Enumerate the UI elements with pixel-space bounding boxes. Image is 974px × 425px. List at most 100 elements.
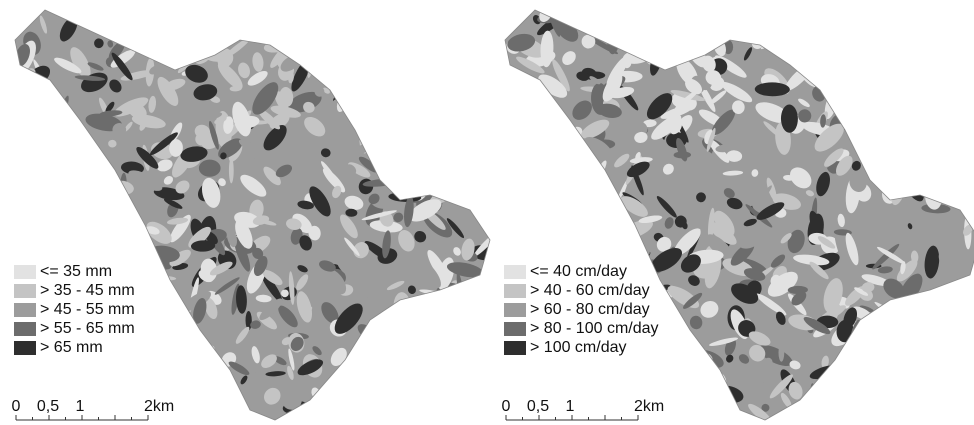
raster-patch <box>955 68 967 102</box>
raster-patch <box>813 22 845 59</box>
legend-label: > 55 - 65 mm <box>40 320 135 337</box>
raster-patch <box>396 157 405 179</box>
raster-patch <box>423 371 445 395</box>
raster-patch <box>945 328 974 352</box>
raster-patch <box>954 18 974 37</box>
raster-patch <box>963 291 974 314</box>
raster-patch <box>533 119 551 137</box>
raster-patch <box>365 368 384 382</box>
raster-patch <box>945 386 952 394</box>
raster-patch <box>3 118 24 154</box>
raster-patch <box>909 357 920 392</box>
raster-patch <box>455 3 465 18</box>
raster-patch <box>378 106 409 133</box>
raster-patch <box>949 194 974 207</box>
raster-patch <box>968 338 974 359</box>
raster-patch <box>471 134 483 146</box>
raster-patch <box>599 385 617 396</box>
raster-patch <box>619 368 639 399</box>
raster-patch <box>849 16 865 35</box>
legend-swatch <box>14 341 36 355</box>
raster-patch <box>935 138 960 161</box>
raster-patch <box>332 376 357 394</box>
raster-patch <box>332 25 355 55</box>
raster-patch <box>855 60 874 88</box>
raster-patch <box>251 13 279 45</box>
raster-patch <box>101 6 139 43</box>
raster-patch <box>812 27 838 53</box>
raster-patch <box>805 403 822 412</box>
raster-patch <box>483 415 491 423</box>
raster-patch <box>355 60 382 76</box>
raster-patch <box>22 85 30 96</box>
raster-patch <box>185 403 199 417</box>
raster-patch <box>833 385 859 414</box>
raster-patch <box>684 0 698 15</box>
raster-patch <box>863 356 876 374</box>
raster-patch <box>448 309 465 328</box>
raster-patch <box>446 357 471 383</box>
raster-patch <box>295 34 318 56</box>
raster-patch <box>516 173 540 202</box>
raster-patch <box>366 25 383 41</box>
raster-patch <box>917 362 934 384</box>
raster-patch <box>654 14 680 50</box>
raster-patch <box>140 268 163 297</box>
raster-patch <box>534 158 565 187</box>
raster-patch <box>163 0 202 18</box>
raster-patch <box>508 187 517 196</box>
raster-patch <box>120 368 147 397</box>
raster-patch <box>406 7 418 19</box>
raster-patch <box>801 10 835 32</box>
raster-patch <box>609 217 632 222</box>
raster-patch <box>49 211 74 239</box>
raster-patch <box>44 231 56 249</box>
raster-patch <box>62 177 80 194</box>
raster-patch <box>445 46 465 55</box>
raster-patch <box>874 0 907 24</box>
raster-patch <box>859 390 871 407</box>
raster-patch <box>510 117 533 137</box>
raster-patch <box>335 4 352 26</box>
raster-patch <box>123 374 129 401</box>
raster-patch <box>123 386 145 407</box>
legend-swatch <box>14 284 36 298</box>
raster-patch <box>93 373 108 390</box>
raster-patch <box>56 95 71 125</box>
raster-patch <box>422 82 439 97</box>
raster-patch <box>390 1 412 23</box>
raster-patch <box>886 326 902 344</box>
raster-patch <box>960 309 974 343</box>
raster-patch <box>519 147 535 163</box>
raster-patch <box>422 159 439 176</box>
raster-patch <box>908 158 914 170</box>
legend-label: > 100 cm/day <box>530 339 627 356</box>
raster-patch <box>75 364 89 374</box>
raster-patch <box>447 365 458 380</box>
raster-patch <box>165 311 179 326</box>
raster-patch <box>283 18 299 49</box>
raster-patch <box>560 205 580 230</box>
raster-patch <box>926 291 935 299</box>
raster-patch <box>511 76 529 95</box>
raster-patch <box>38 151 53 165</box>
raster-patch <box>520 190 539 219</box>
raster-patch <box>849 114 880 150</box>
raster-patch <box>833 376 840 391</box>
raster-patch <box>430 45 458 66</box>
raster-patch <box>345 19 361 25</box>
raster-patch <box>28 377 38 388</box>
raster-patch <box>698 406 723 425</box>
raster-patch <box>471 185 490 204</box>
raster-patch <box>199 40 210 48</box>
raster-patch <box>926 20 957 45</box>
raster-patch <box>176 22 194 33</box>
map-figure: <= 35 mm> 35 - 45 mm> 45 - 55 mm> 55 - 6… <box>0 0 974 425</box>
raster-patch <box>490 146 521 183</box>
watershed-panel: <= 40 cm/day> 40 - 60 cm/day> 60 - 80 cm… <box>484 0 974 425</box>
raster-patch <box>345 374 354 384</box>
raster-patch <box>180 0 214 29</box>
raster-patch <box>425 88 439 100</box>
raster-patch <box>423 98 448 127</box>
raster-patch <box>55 235 84 265</box>
